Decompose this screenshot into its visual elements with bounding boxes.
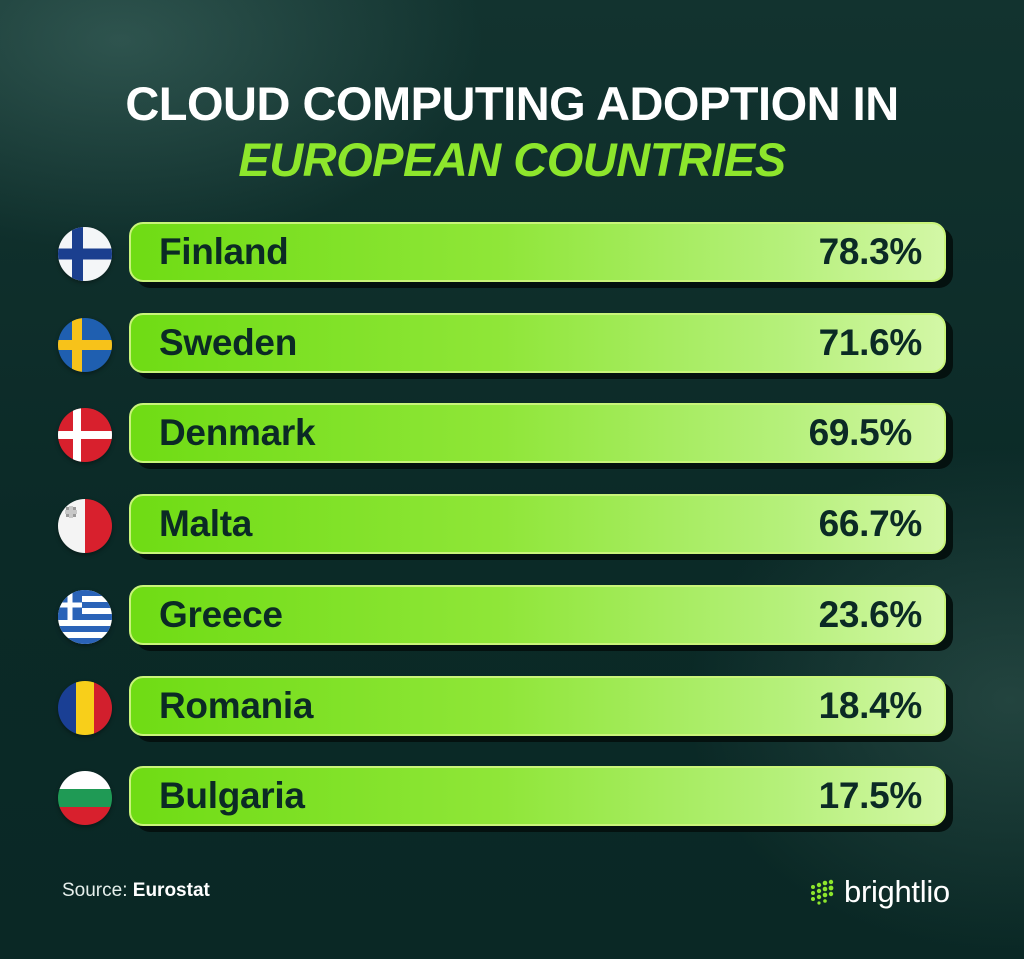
bulgaria-flag-icon bbox=[58, 771, 112, 825]
bar-value-label: 17.5% bbox=[818, 775, 923, 816]
bar-category-label: Greece bbox=[159, 594, 283, 635]
bar-row: Sweden 71.6% bbox=[0, 313, 1024, 379]
brightlio-dots-icon bbox=[811, 879, 834, 905]
chart-title-line-1: CLOUD COMPUTING ADOPTION IN bbox=[125, 77, 899, 130]
bar: Romania 18.4% bbox=[129, 676, 946, 736]
bar-value-label: 18.4% bbox=[818, 685, 923, 726]
bar-category-label: Denmark bbox=[159, 412, 316, 453]
bar-row: Bulgaria 17.5% bbox=[0, 766, 1024, 832]
bar-value-label: 66.7% bbox=[818, 503, 923, 544]
bar-row: Romania 18.4% bbox=[0, 676, 1024, 742]
bar-category-label: Bulgaria bbox=[159, 775, 305, 816]
source-note: Source: Eurostat bbox=[62, 880, 210, 902]
bar: Greece 23.6% bbox=[129, 585, 946, 645]
bar-value-label: 78.3% bbox=[818, 231, 923, 272]
source-label: Source: bbox=[62, 880, 133, 901]
bar-category-label: Sweden bbox=[159, 322, 298, 363]
malta-flag-icon bbox=[58, 499, 112, 553]
brand-name: brightlio bbox=[844, 874, 950, 909]
denmark-flag-icon bbox=[58, 408, 112, 462]
bar-row: Finland 78.3% bbox=[0, 222, 1024, 288]
bar: Bulgaria 17.5% bbox=[129, 766, 946, 826]
bar-value-label: 71.6% bbox=[818, 322, 923, 363]
bar-category-label: Finland bbox=[159, 231, 289, 272]
bar-category-label: Romania bbox=[159, 685, 314, 726]
finland-flag-icon bbox=[58, 227, 112, 281]
bar: Finland 78.3% bbox=[129, 222, 946, 282]
source-value: Eurostat bbox=[132, 880, 210, 901]
greece-flag-icon bbox=[58, 590, 112, 644]
bar: Denmark 69.5% bbox=[129, 403, 946, 463]
bar-row: Greece 23.6% bbox=[0, 585, 1024, 651]
bar-value-label: 23.6% bbox=[818, 594, 923, 635]
bar-row: Denmark 69.5% bbox=[0, 403, 1024, 469]
romania-flag-icon bbox=[58, 681, 112, 735]
sweden-flag-icon bbox=[58, 318, 112, 372]
bar: Sweden 71.6% bbox=[129, 313, 946, 373]
bar-row: Malta 66.7% bbox=[0, 494, 1024, 560]
bar: Malta 66.7% bbox=[129, 494, 946, 554]
bar-category-label: Malta bbox=[159, 503, 253, 544]
bar-value-label: 69.5% bbox=[808, 412, 913, 453]
brand-logo: brightlio bbox=[810, 872, 950, 912]
chart-title-line-2: EUROPEAN COUNTRIES bbox=[238, 133, 786, 186]
